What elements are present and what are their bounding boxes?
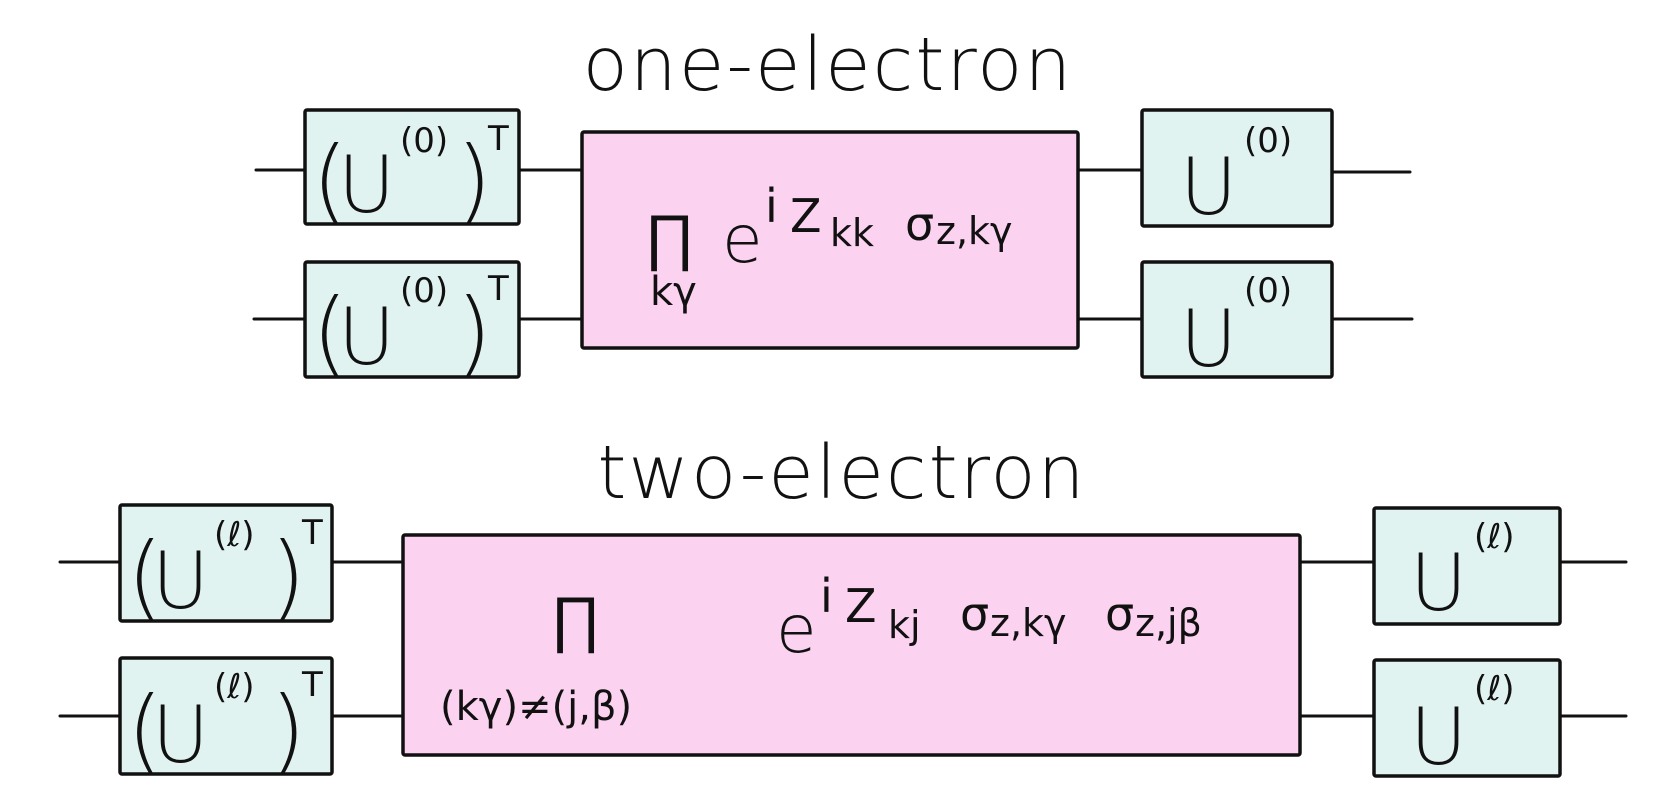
one-electron-right-gate-1: U (0) <box>1140 108 1334 233</box>
gate-base: U <box>152 537 209 627</box>
gate-transpose: T <box>301 513 323 553</box>
gate-base: U <box>1410 693 1467 783</box>
gate-base: U <box>338 141 395 231</box>
exp-i: i <box>765 179 778 233</box>
gate-base: U <box>338 293 395 383</box>
product-symbol: ∏ <box>550 582 601 655</box>
product-index: kγ <box>650 269 697 315</box>
gate-superscript: (0) <box>1244 121 1292 161</box>
gate-superscript: (0) <box>400 121 448 161</box>
two-electron-left-gate-1: ( U (ℓ) ) T <box>118 503 334 630</box>
exp-sigma2-sub: z,jβ <box>1135 601 1202 645</box>
exp-sigma2: σ <box>1105 587 1134 641</box>
exp-z: Z <box>845 579 877 633</box>
svg-text:(: ( <box>312 127 348 234</box>
gate-base: U <box>1180 295 1237 385</box>
exp-base: e <box>776 591 817 668</box>
product-symbol: ∏ <box>644 200 695 273</box>
two-electron-left-gate-2: ( U (ℓ) ) T <box>118 656 334 784</box>
exp-sigma1-sub: z,kγ <box>990 601 1067 645</box>
two-electron-title: two-electron <box>597 430 1086 516</box>
exp-sigma: σ <box>905 197 934 251</box>
gate-base: U <box>1410 539 1467 629</box>
exp-z-sub: kj <box>888 603 921 647</box>
gate-superscript: (ℓ) <box>1474 669 1515 709</box>
svg-text:): ) <box>270 523 306 630</box>
svg-text:): ) <box>270 677 306 784</box>
svg-text:): ) <box>456 127 492 234</box>
one-electron-right-gate-2: U (0) <box>1140 260 1334 385</box>
product-index: (kγ)≠(j,β) <box>440 684 632 730</box>
svg-text:(: ( <box>127 523 163 630</box>
two-electron-wires <box>58 560 1628 718</box>
gate-transpose: T <box>487 269 509 309</box>
one-electron-left-gate-1: ( U (0) ) T <box>303 108 521 234</box>
svg-text:(: ( <box>127 677 163 784</box>
exp-base: e <box>722 201 763 278</box>
gate-superscript: (ℓ) <box>214 667 255 707</box>
exp-sigma-sub: z,kγ <box>936 209 1013 253</box>
two-electron-operator: ∏ (kγ)≠(j,β) e i Z kj σ z,kγ σ z,jβ <box>401 533 1302 757</box>
exp-z-sub: kk <box>830 211 874 255</box>
exp-i: i <box>820 569 833 623</box>
gate-transpose: T <box>301 665 323 705</box>
exp-sigma1: σ <box>960 587 989 641</box>
gate-superscript: (0) <box>1244 271 1292 311</box>
gate-superscript: (ℓ) <box>214 515 255 555</box>
svg-text:): ) <box>456 279 492 386</box>
one-electron-left-gate-2: ( U (0) ) T <box>303 260 521 386</box>
one-electron-title: one-electron <box>583 22 1074 108</box>
gate-base: U <box>1180 143 1237 233</box>
two-electron-right-gate-1: U (ℓ) <box>1372 506 1562 629</box>
two-electron-right-gate-2: U (ℓ) <box>1372 658 1562 783</box>
gate-transpose: T <box>487 119 509 159</box>
svg-text:(: ( <box>312 279 348 386</box>
gate-superscript: (ℓ) <box>1474 517 1515 557</box>
one-electron-wires <box>252 168 1414 321</box>
one-electron-operator: ∏ kγ e i Z kk σ z,kγ <box>580 130 1080 350</box>
gate-base: U <box>152 691 209 781</box>
gate-superscript: (0) <box>400 271 448 311</box>
exp-z: Z <box>790 189 822 243</box>
